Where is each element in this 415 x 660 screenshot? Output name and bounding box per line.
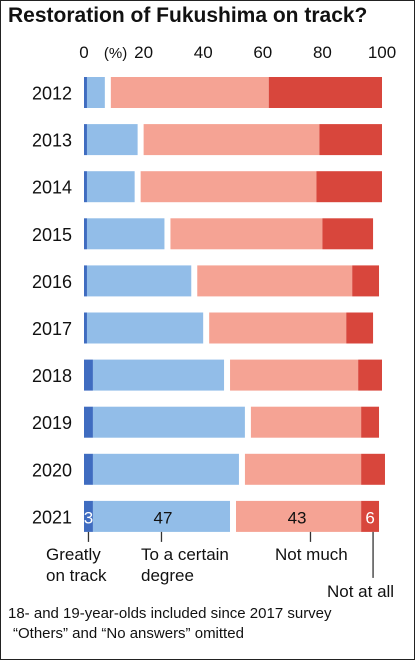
bar-2021-to-a-certain-degree: [92, 500, 230, 532]
data-label-2021-greatly-on-track: 3: [84, 508, 93, 527]
data-label-2021-not-much: 43: [288, 508, 307, 527]
x-tick-label-20: 20: [134, 43, 153, 62]
bar-2012-not-at-all: [268, 77, 382, 108]
bar-2019-not-at-all: [361, 406, 380, 438]
bar-2019-greatly-on-track: [84, 406, 93, 438]
bar-2015-to-a-certain-degree: [86, 218, 165, 250]
bar-2015-greatly-on-track: [84, 218, 87, 250]
x-tick-label-0: 0: [79, 43, 88, 62]
year-label-2015: 2015: [32, 225, 72, 245]
x-tick-label-100: 100: [368, 43, 396, 62]
x-tick-label-80: 80: [313, 43, 332, 62]
legend-greatly-on-track: Greatly: [46, 545, 101, 564]
bar-2013-not-at-all: [319, 124, 382, 156]
year-label-2018: 2018: [32, 366, 72, 386]
bar-2013-to-a-certain-degree: [86, 124, 138, 156]
bar-2019-not-much: [250, 406, 362, 438]
year-label-2021: 2021: [32, 507, 72, 527]
bar-2013-greatly-on-track: [84, 124, 87, 156]
bar-2012-not-much: [110, 77, 269, 108]
year-label-2012: 2012: [32, 84, 72, 104]
bar-2021-greatly-on-track: [84, 500, 93, 532]
legend-to-a-certain-degree: To a certain: [141, 545, 229, 564]
bar-2014-not-much: [140, 171, 317, 203]
bar-2019-to-a-certain-degree: [92, 406, 245, 438]
bar-2016-to-a-certain-degree: [86, 265, 192, 297]
data-label-2021-to-a-certain-degree: 47: [154, 508, 173, 527]
bar-2016-not-much: [197, 265, 353, 297]
bar-2017-greatly-on-track: [84, 312, 87, 344]
year-label-2014: 2014: [32, 178, 72, 198]
year-label-2017: 2017: [32, 319, 72, 339]
year-label-2020: 2020: [32, 460, 72, 480]
bar-2021-not-much: [236, 500, 362, 532]
bar-2020-not-at-all: [361, 453, 385, 485]
bar-2014-to-a-certain-degree: [86, 171, 135, 203]
legend-not-at-all: Not at all: [327, 582, 394, 601]
year-label-2013: 2013: [32, 131, 72, 151]
bar-2015-not-at-all: [322, 218, 374, 250]
bar-2020-greatly-on-track: [84, 453, 93, 485]
legend-to-a-certain-degree-line2: degree: [141, 566, 194, 585]
bar-2017-to-a-certain-degree: [86, 312, 204, 344]
legend-greatly-on-track-line2: on track: [46, 566, 107, 585]
bar-2014-not-at-all: [316, 171, 382, 203]
bar-2016-greatly-on-track: [84, 265, 87, 297]
bar-2012-greatly-on-track: [84, 77, 87, 108]
bar-2015-not-much: [170, 218, 323, 250]
x-tick-label-40: 40: [194, 43, 213, 62]
data-label-2021-not-at-all: 6: [365, 508, 374, 527]
bar-2012-to-a-certain-degree: [86, 77, 105, 108]
legend-not-much: Not much: [275, 545, 348, 564]
x-tick-label-60: 60: [253, 43, 272, 62]
bar-2017-not-at-all: [346, 312, 374, 344]
chart-title: Restoration of Fukushima on track?: [8, 4, 368, 27]
bar-2016-not-at-all: [352, 265, 380, 297]
footnote-survey-note: 18- and 19-year-olds included since 2017…: [8, 605, 332, 622]
bar-2020-to-a-certain-degree: [92, 453, 239, 485]
bar-2018-not-at-all: [358, 359, 382, 391]
year-label-2019: 2019: [32, 413, 72, 433]
bar-2020-not-much: [244, 453, 362, 485]
x-axis-unit: (%): [104, 45, 127, 62]
bar-2013-not-much: [143, 124, 320, 156]
bar-2018-greatly-on-track: [84, 359, 93, 391]
bar-2018-to-a-certain-degree: [92, 359, 225, 391]
bar-2021-not-at-all: [361, 500, 380, 532]
bar-2014-greatly-on-track: [84, 171, 87, 203]
footnote-omitted-note: “Others” and “No answers” omitted: [13, 625, 244, 642]
bar-2017-not-much: [209, 312, 347, 344]
bar-2018-not-much: [230, 359, 359, 391]
year-label-2016: 2016: [32, 272, 72, 292]
